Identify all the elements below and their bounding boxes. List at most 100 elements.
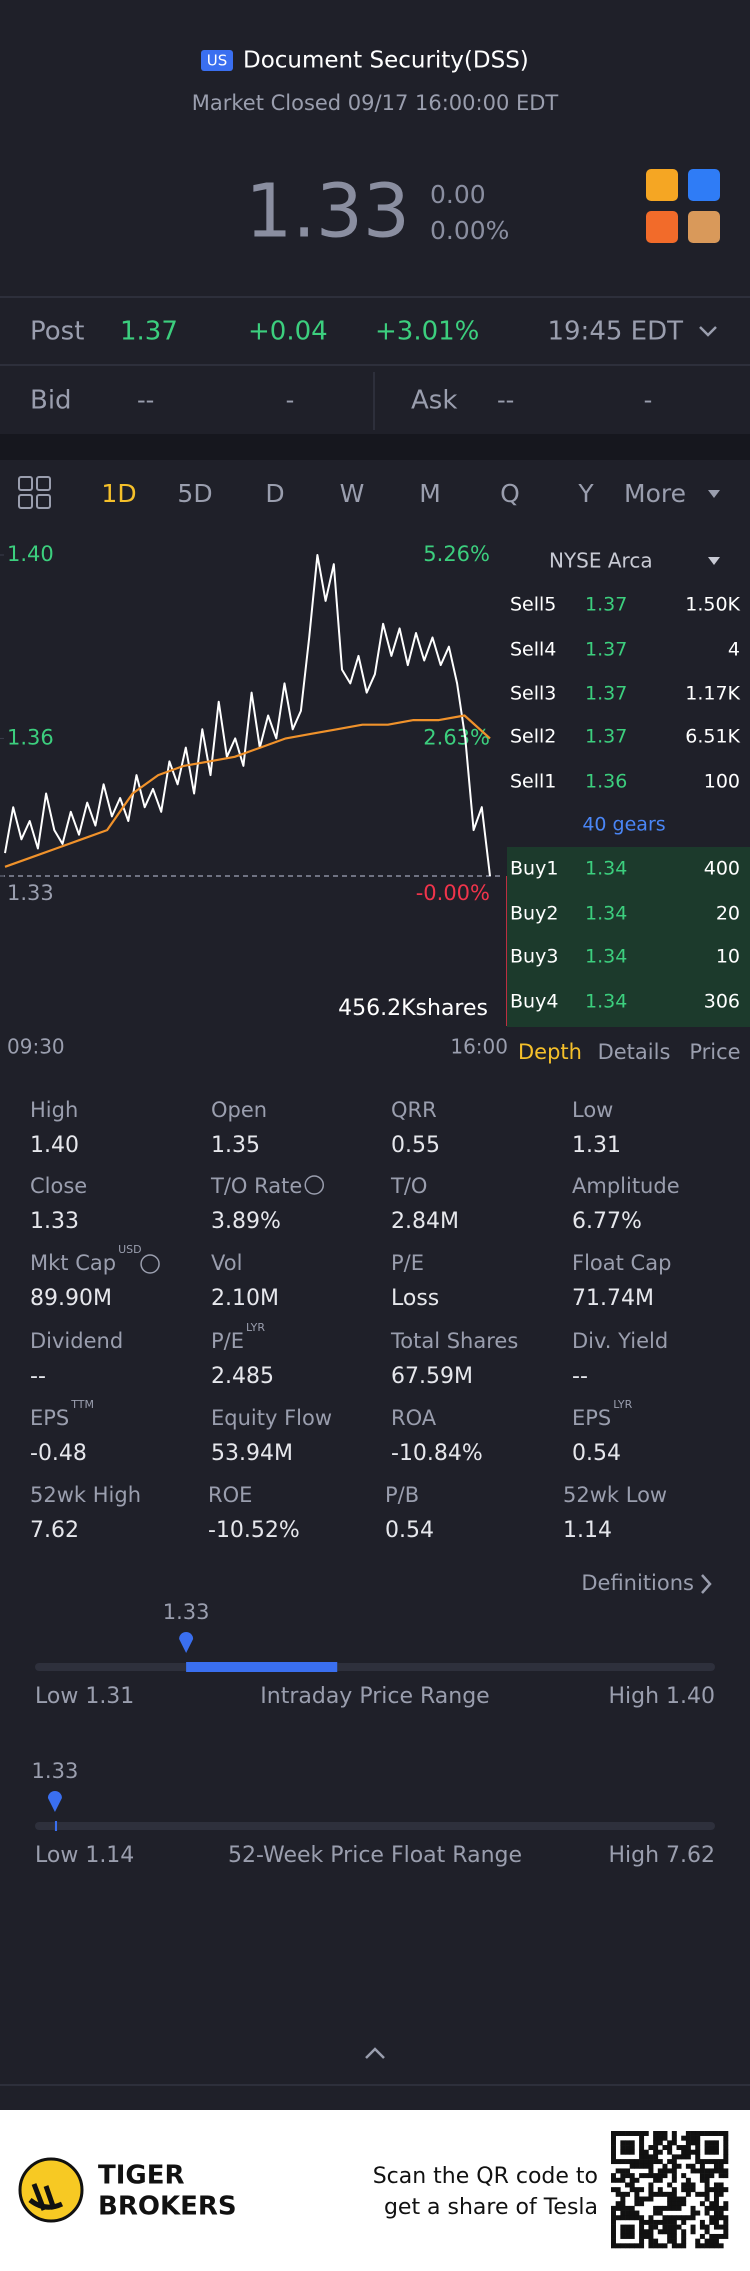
book-tab[interactable]: Depth (518, 1040, 582, 1064)
y-tick-label: 1.40 (7, 542, 54, 566)
qr-module (676, 2243, 682, 2249)
qr-module (648, 2224, 654, 2230)
qr-module (718, 2210, 724, 2216)
qr-module (629, 2145, 635, 2151)
qr-module (695, 2210, 701, 2216)
qr-module (653, 2154, 659, 2160)
book-tab[interactable]: Price (689, 1040, 740, 1064)
qr-module (657, 2159, 663, 2165)
exchange-arrow[interactable] (708, 557, 720, 565)
qr-module (625, 2149, 631, 2155)
qr-module (639, 2229, 645, 2235)
qr-module (639, 2187, 645, 2193)
qr-module (709, 2168, 715, 2174)
qr-module (690, 2229, 696, 2235)
qr-module (704, 2145, 710, 2151)
qr-module (681, 2243, 687, 2249)
gears-link[interactable]: 40 gears (582, 814, 665, 836)
layout-icon[interactable] (36, 476, 51, 491)
period-tab[interactable]: 5D (177, 479, 212, 508)
qr-module (681, 2173, 687, 2179)
layout-icon[interactable] (18, 476, 33, 491)
ask-label: Ask (411, 386, 457, 416)
collapse-caret[interactable] (365, 2047, 385, 2059)
qr-module (690, 2135, 696, 2141)
brand-logo (18, 2157, 84, 2223)
book-level: Sell4 (510, 639, 556, 661)
qr-module (662, 2135, 668, 2141)
feature-icon[interactable] (646, 169, 678, 201)
period-tab[interactable]: 1D (101, 479, 136, 508)
qr-module (685, 2131, 691, 2136)
qr-module (699, 2219, 705, 2225)
qr-module (699, 2131, 705, 2136)
post-time[interactable]: 19:45 EDT (547, 317, 683, 347)
feature-icon[interactable] (688, 211, 720, 243)
book-size: 10 (716, 946, 740, 968)
stat-label: P/B (385, 1483, 419, 1507)
info-icon[interactable] (140, 1254, 160, 1274)
qr-module (620, 2145, 626, 2151)
stat-label: T/O Rate (210, 1174, 302, 1198)
qr-module (723, 2159, 729, 2165)
info-icon[interactable] (304, 1175, 325, 1195)
book-size: 306 (704, 991, 740, 1013)
period-tab[interactable]: More (624, 479, 686, 508)
dropdown-chevron[interactable] (699, 326, 717, 337)
feature-icon[interactable] (646, 211, 678, 243)
qr-module (662, 2219, 668, 2225)
qr-module (662, 2131, 668, 2136)
book-size: 1.17K (685, 683, 740, 705)
qr-module (690, 2205, 696, 2211)
qr-module (690, 2210, 696, 2216)
stat-value: 71.74M (572, 1286, 654, 1311)
feature-icon[interactable] (688, 169, 720, 201)
period-tab[interactable]: Y (577, 479, 594, 508)
more-arrow[interactable] (708, 490, 720, 498)
qr-module (611, 2243, 616, 2249)
stat-value: 2.10M (211, 1286, 279, 1311)
period-tab[interactable]: M (419, 479, 441, 508)
qr-module (625, 2131, 631, 2136)
qr-module (629, 2173, 635, 2179)
qr-module (685, 2163, 691, 2169)
qr-module (671, 2140, 677, 2146)
stat-value: 1.33 (30, 1209, 79, 1234)
period-tab[interactable]: D (265, 479, 284, 508)
qr-module (713, 2196, 719, 2202)
qr-module (709, 2159, 715, 2165)
qr-module (667, 2215, 673, 2221)
qr-module (713, 2224, 719, 2230)
definitions-chevron[interactable] (701, 1574, 712, 1594)
qr-module (643, 2131, 649, 2136)
stat-superscript: TTM (70, 1398, 94, 1411)
period-tab[interactable]: W (340, 479, 365, 508)
qr-module (713, 2191, 719, 2197)
qr-module (634, 2177, 640, 2183)
qr-module (713, 2201, 719, 2207)
period-tab[interactable]: Q (500, 479, 520, 508)
qr-module (611, 2173, 616, 2179)
qr-module (611, 2187, 616, 2193)
qr-module (699, 2177, 705, 2183)
qr-module (681, 2229, 687, 2235)
book-level: Buy1 (510, 858, 558, 880)
exchange-name[interactable]: NYSE Arca (549, 549, 653, 573)
stock-title: Document Security(DSS) (243, 48, 529, 74)
brand-logo-stripe (31, 2183, 47, 2211)
book-tab[interactable]: Details (598, 1040, 671, 1064)
qr-module (671, 2233, 677, 2239)
qr-module (639, 2238, 645, 2244)
qr-module (625, 2159, 631, 2165)
qr-module (629, 2205, 635, 2211)
qr-module (667, 2149, 673, 2155)
definitions-link[interactable]: Definitions (581, 1571, 694, 1595)
qr-module (657, 2140, 663, 2146)
stat-label: QRR (391, 1098, 437, 1122)
qr-module (723, 2233, 729, 2239)
layout-icon[interactable] (36, 494, 51, 509)
stat-label: EPS (572, 1406, 611, 1430)
range-fill (186, 1662, 338, 1672)
layout-icon[interactable] (18, 494, 33, 509)
qr-module (671, 2215, 677, 2221)
